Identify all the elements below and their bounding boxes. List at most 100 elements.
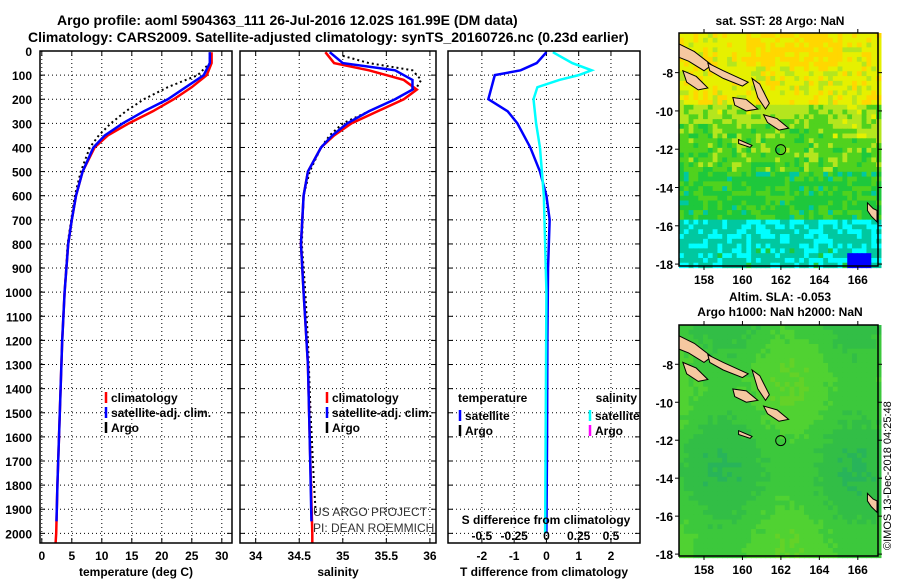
map-cell (731, 438, 738, 445)
map-x-tick-label: 160 (732, 563, 752, 577)
map-cell (852, 339, 858, 345)
map-cell (741, 152, 747, 159)
map-cell (703, 481, 709, 487)
map-cell (746, 138, 752, 144)
y-tick-label: 1700 (5, 455, 32, 469)
map-cell (876, 133, 882, 139)
map-cell (765, 186, 771, 192)
map-cell (779, 419, 786, 426)
map-cell (770, 348, 776, 355)
map-cell (784, 190, 791, 197)
map-cell (794, 343, 800, 350)
map-cell (712, 76, 719, 82)
x-tick-label: 1 (575, 549, 582, 563)
map-cell (856, 353, 863, 359)
map-cell (683, 234, 690, 240)
map-cell (693, 533, 699, 540)
map-cell (866, 510, 872, 516)
map-cell (712, 472, 719, 478)
map-cell (856, 95, 863, 101)
map-cell (861, 500, 868, 506)
map-cell (693, 434, 699, 440)
map-cell (707, 514, 714, 521)
map-cell (789, 362, 795, 369)
map-cell (799, 100, 805, 106)
map-cell (808, 434, 815, 440)
map-cell (789, 138, 795, 144)
map-cell (765, 377, 771, 383)
map-cell (842, 214, 848, 221)
map-cell (707, 143, 714, 149)
map-cell (679, 481, 685, 487)
map-cell (775, 505, 781, 511)
map-cell (861, 486, 868, 492)
map-cell (693, 37, 699, 44)
map-cell (784, 481, 791, 487)
map-cell (741, 505, 747, 511)
map-cell (808, 519, 815, 525)
map-cell (751, 434, 757, 440)
map-cell (731, 214, 738, 221)
map-cell (712, 167, 719, 173)
map-cell (712, 90, 719, 96)
map-cell (751, 205, 757, 211)
map-cell (832, 524, 839, 530)
map-cell (832, 529, 839, 535)
map-cell (741, 367, 747, 374)
map-cell (765, 329, 771, 336)
map-cell (794, 476, 800, 483)
map-cell (727, 138, 733, 144)
map-cell (760, 214, 767, 221)
map-cell (823, 205, 829, 211)
map-cell (861, 510, 868, 516)
map-x-tick-label: 166 (848, 273, 868, 287)
map-cell (760, 325, 767, 331)
map-cell (679, 353, 685, 359)
map-cell (683, 128, 690, 135)
map-cell (775, 529, 781, 535)
map-cell (703, 543, 709, 549)
map-cell (679, 386, 685, 393)
map-cell (832, 429, 839, 435)
map-cell (832, 219, 839, 226)
map-cell (799, 85, 805, 92)
map-cell (823, 138, 829, 144)
map-cell (856, 424, 863, 430)
map-cell (765, 500, 771, 506)
map-cell (746, 171, 752, 178)
map-cell (818, 495, 824, 502)
map-cell (688, 234, 695, 240)
map-cell (818, 448, 824, 454)
map-cell (837, 381, 844, 388)
map-cell (751, 95, 757, 101)
map-cell (837, 143, 844, 149)
map-cell (852, 524, 858, 530)
map-cell (741, 95, 747, 101)
map-cell (703, 538, 709, 544)
map-cell (717, 377, 723, 383)
map-cell (693, 119, 699, 125)
map-cell (770, 128, 776, 135)
map-cell (799, 152, 805, 159)
map-cell (760, 37, 767, 44)
map-cell (813, 343, 819, 350)
map-cell (871, 257, 877, 264)
map-cell (741, 533, 747, 540)
map-cell (847, 514, 853, 521)
map-cell (852, 257, 858, 264)
map-cell (876, 200, 882, 206)
map-cell (703, 80, 709, 87)
map-cell (876, 396, 882, 402)
map-cell (808, 219, 815, 226)
map-cell (775, 195, 781, 202)
map-cell (789, 200, 795, 206)
map-cell (871, 190, 877, 197)
map-cell (712, 253, 719, 259)
map-cell (779, 429, 786, 435)
map-cell (712, 486, 719, 492)
map-cell (712, 519, 719, 525)
map-cell (741, 114, 747, 120)
map-cell (722, 190, 728, 197)
map-cell (828, 457, 834, 464)
map-cell (808, 405, 815, 412)
